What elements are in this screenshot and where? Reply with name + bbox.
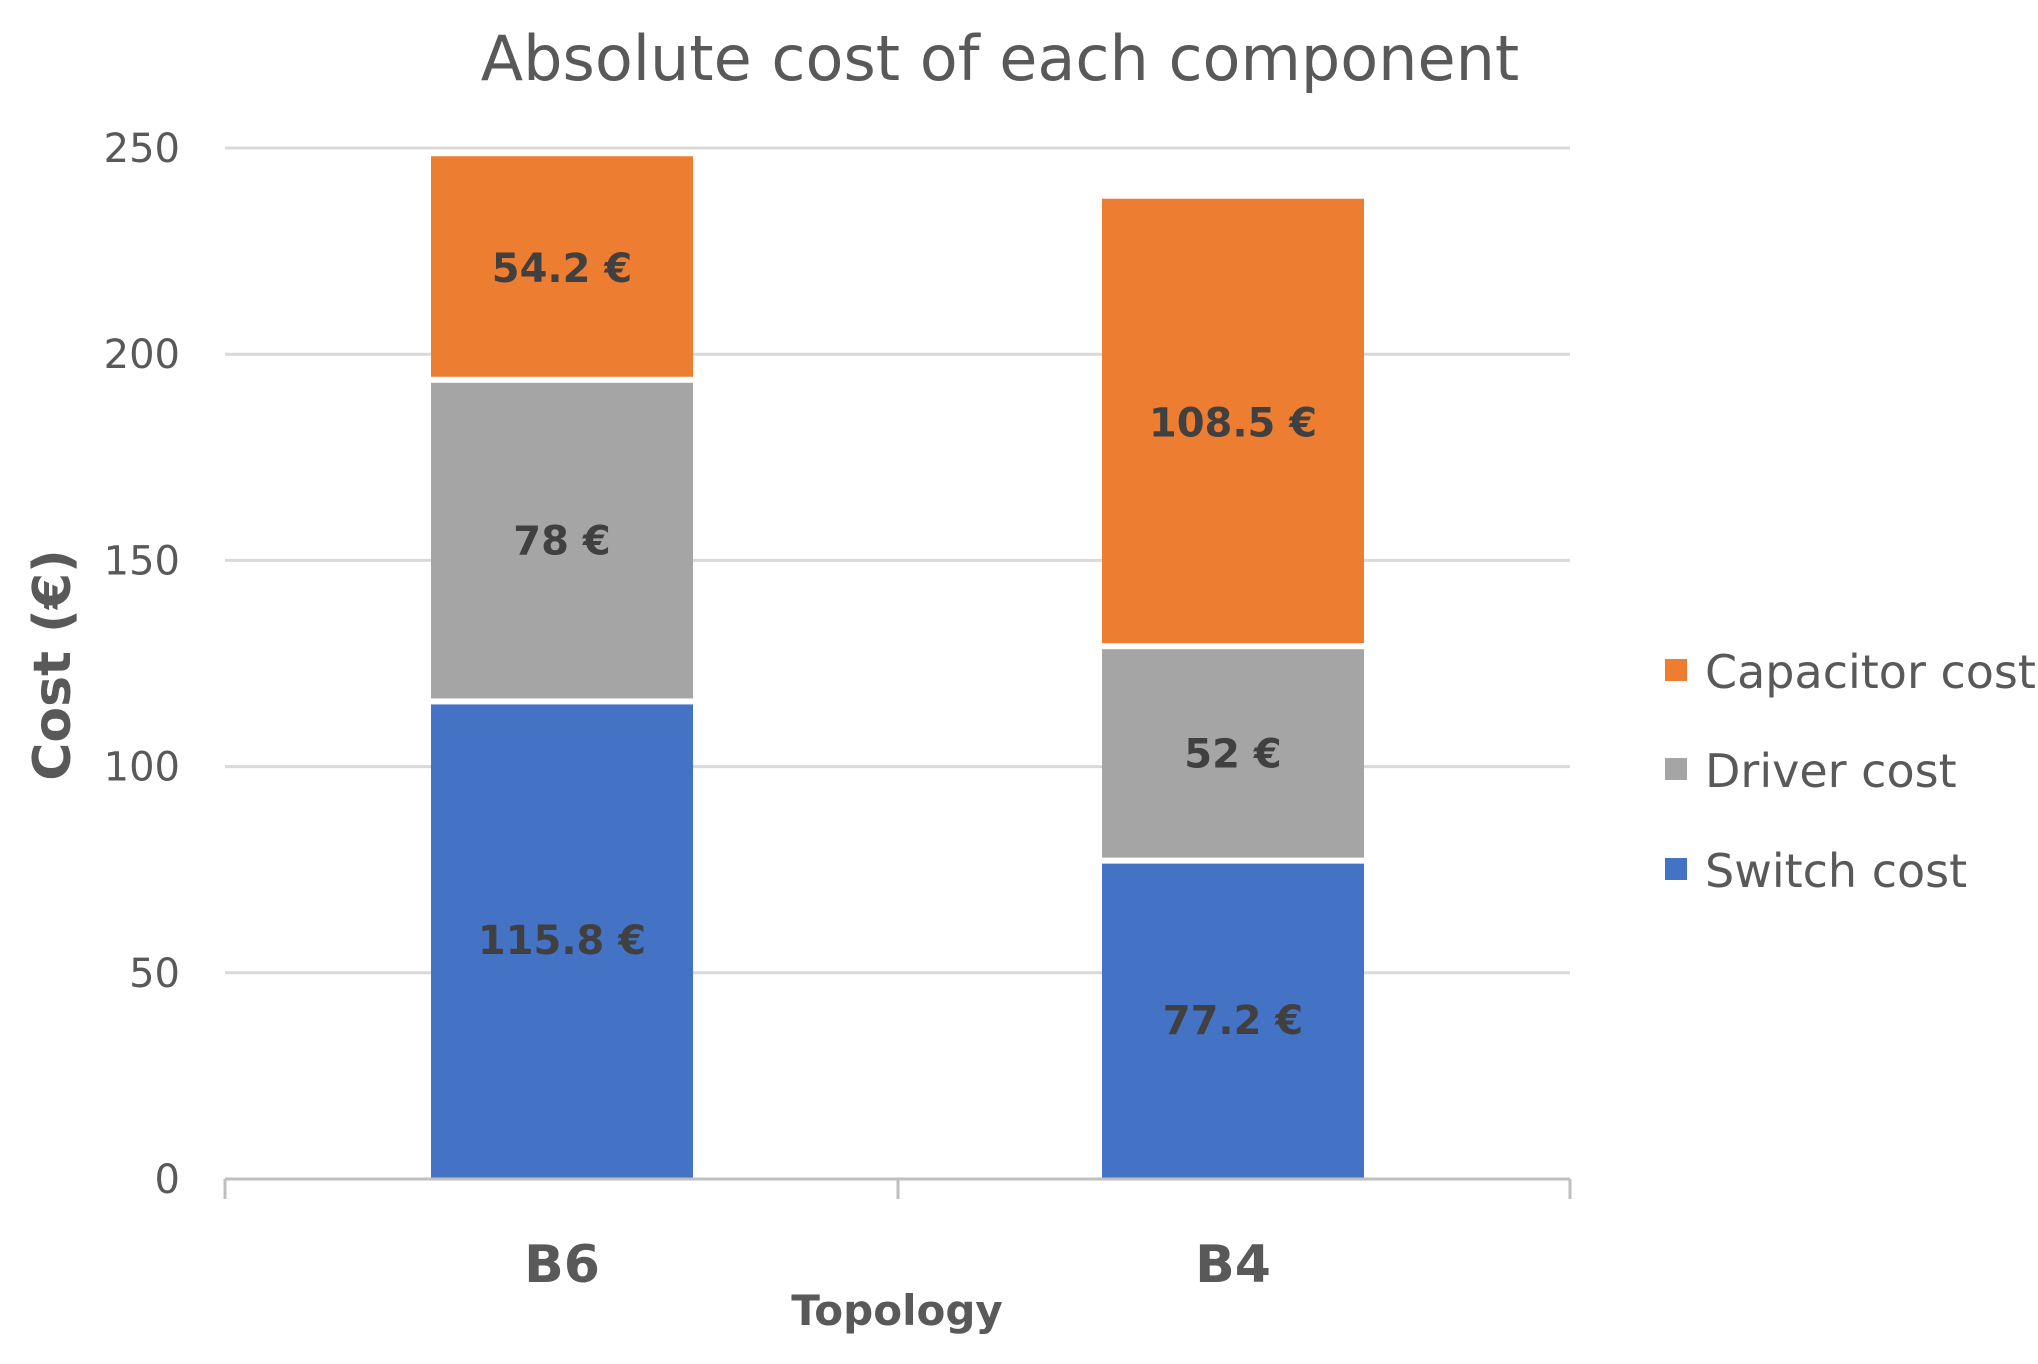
y-tick-label: 50 (129, 951, 180, 997)
bar-segment (1102, 863, 1364, 1179)
data-label: 108.5 € (1149, 400, 1317, 446)
bar-segment (1102, 649, 1364, 858)
legend-swatch (1665, 858, 1687, 880)
data-label: 115.8 € (478, 918, 646, 964)
y-axis-ticks: 0 50 100 150 200 250 (104, 126, 180, 1203)
bar-segment (1102, 198, 1364, 644)
bar-segment (431, 156, 693, 377)
legend-swatch (1665, 758, 1687, 780)
gridlines (225, 146, 1570, 975)
data-labels: 115.8 € 78 € 54.2 € 77.2 € 52 € 108.5 € (478, 246, 1317, 1044)
bars (431, 156, 1364, 1179)
y-tick-label: 200 (104, 332, 180, 378)
legend-label: Driver cost (1705, 744, 1957, 798)
legend: Capacitor cost Driver cost Switch cost (1665, 645, 2036, 898)
x-axis-title: Topology (791, 1286, 1003, 1335)
y-tick-label: 100 (104, 745, 180, 791)
legend-label: Switch cost (1705, 844, 1967, 898)
legend-swatch (1665, 659, 1687, 681)
x-axis-categories: B6 B4 (524, 1235, 1271, 1295)
bar-segment (431, 382, 693, 699)
y-tick-label: 150 (104, 538, 180, 584)
data-label: 52 € (1184, 731, 1281, 777)
y-axis-title: Cost (€) (23, 549, 83, 781)
data-label: 77.2 € (1163, 998, 1303, 1044)
data-label: 54.2 € (492, 246, 632, 292)
x-axis (223, 1177, 1572, 1199)
data-label: 78 € (513, 519, 610, 565)
y-tick-label: 250 (104, 126, 180, 172)
x-category-label: B4 (1195, 1235, 1271, 1295)
x-category-label: B6 (524, 1235, 600, 1295)
legend-label: Capacitor cost (1705, 645, 2036, 699)
chart-title: Absolute cost of each component (481, 22, 1519, 95)
bar-segment (431, 704, 693, 1179)
y-tick-label: 0 (155, 1157, 180, 1203)
